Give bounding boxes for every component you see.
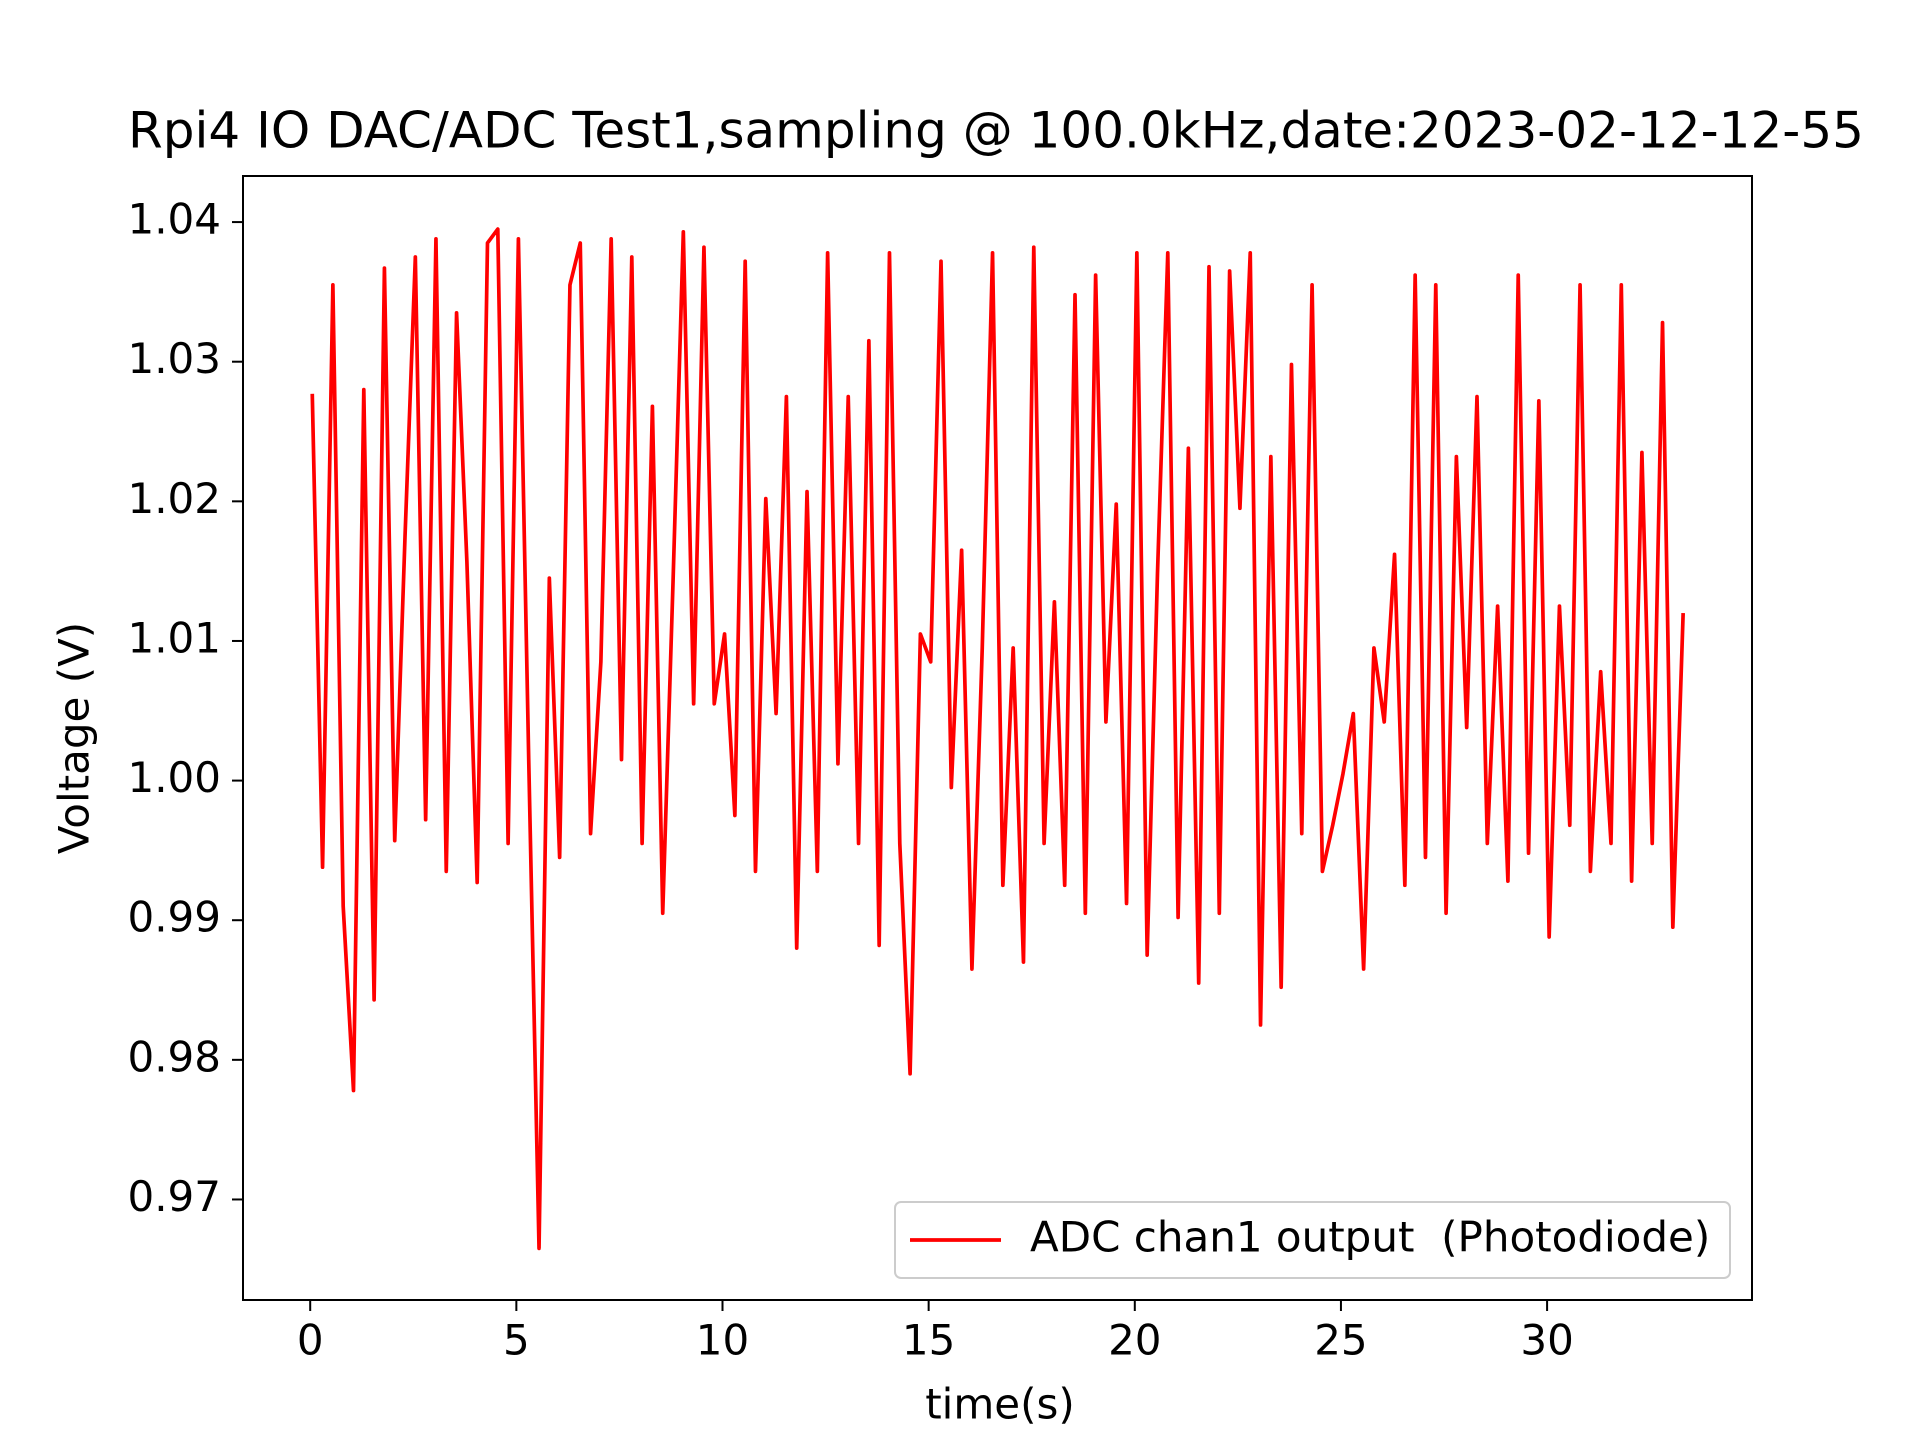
x-tick-label: 10 [696,1316,749,1365]
y-axis-label: Voltage (V) [50,622,99,854]
y-tick-label: 1.03 [127,334,221,383]
plot-frame [242,175,1753,1301]
x-tick-label: 0 [297,1316,324,1365]
legend-label: ADC chan1 output (Photodiode) [1030,1213,1710,1262]
y-tick-label: 0.97 [127,1172,221,1221]
y-tick-label: 1.01 [127,613,221,662]
y-tick-label: 0.98 [127,1032,221,1081]
x-tick-label: 30 [1520,1316,1573,1365]
x-tick-label: 20 [1108,1316,1161,1365]
x-tick-label: 25 [1314,1316,1367,1365]
y-tick-label: 1.02 [127,474,221,523]
x-tick-label: 15 [902,1316,955,1365]
data-line [310,227,1685,1251]
x-axis-label: time(s) [925,1380,1075,1429]
legend-box [894,1201,1731,1279]
x-tick-label: 5 [503,1316,530,1365]
y-tick-label: 0.99 [127,893,221,942]
y-tick-label: 1.04 [127,195,221,244]
chart-title: Rpi4 IO DAC/ADC Test1,sampling @ 100.0kH… [128,102,1864,160]
y-tick-label: 1.00 [127,753,221,802]
